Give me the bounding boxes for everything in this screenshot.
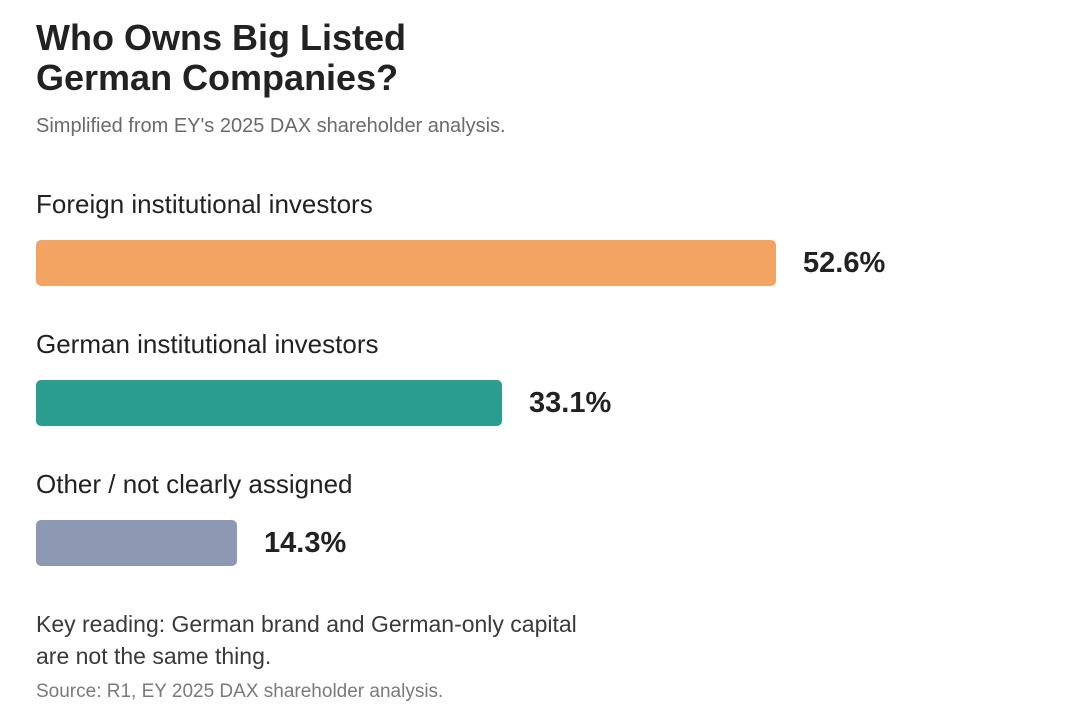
bar: [36, 380, 502, 426]
bar-category-label: German institutional investors: [36, 329, 379, 359]
bar-value-label: 14.3%: [264, 527, 347, 559]
bar-row: German institutional investors 33.1%: [36, 326, 1036, 466]
bar-track: [36, 240, 1036, 286]
bar-track: [36, 520, 1036, 566]
key-reading-line-2: are not the same thing.: [36, 643, 272, 669]
source-note: Source: R1, EY 2025 DAX shareholder anal…: [36, 681, 444, 702]
bar-row: Other / not clearly assigned 14.3%: [36, 466, 1036, 606]
bar-category-label: Foreign institutional investors: [36, 189, 373, 219]
bar-track: [36, 380, 1036, 426]
bar-category-label: Other / not clearly assigned: [36, 469, 353, 499]
bar-value-label: 52.6%: [803, 247, 886, 279]
chart-title-line-2: German Companies?: [36, 57, 399, 98]
chart-title-line-1: Who Owns Big Listed: [36, 17, 406, 58]
chart-subtitle: Simplified from EY's 2025 DAX shareholde…: [36, 115, 506, 137]
bar: [36, 240, 776, 286]
bar-value-label: 33.1%: [529, 387, 612, 419]
key-reading-line-1: Key reading: German brand and German-onl…: [36, 611, 577, 637]
chart-title: Who Owns Big Listed German Companies?: [36, 18, 596, 98]
bar-row: Foreign institutional investors 52.6%: [36, 186, 1036, 326]
key-reading-note: Key reading: German brand and German-onl…: [36, 608, 656, 672]
bar: [36, 520, 237, 566]
bar-list: Foreign institutional investors 52.6% Germ…: [36, 186, 1036, 606]
